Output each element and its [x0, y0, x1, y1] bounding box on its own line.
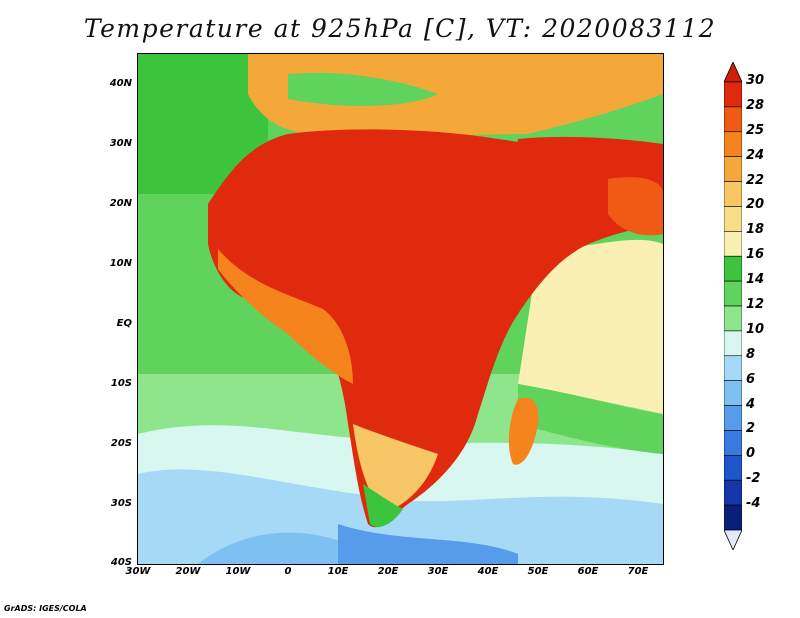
colorbar-level-label: 16: [746, 247, 765, 263]
lat-tick-40s: 40S: [110, 557, 132, 568]
lon-tick-60e: 60E: [577, 566, 599, 577]
colorbar-swatch: [724, 430, 742, 456]
lat-tick-30n: 30N: [109, 138, 132, 149]
colorbar-level-label: 6: [746, 371, 756, 387]
europe-land: [248, 54, 663, 137]
iran-land: [608, 177, 663, 236]
lat-tick-30s: 30S: [110, 498, 132, 509]
lon-tick-30e: 30E: [427, 566, 449, 577]
colorbar-level-label: 0: [746, 446, 756, 462]
south-africa-green: [363, 484, 403, 528]
temperature-map: [137, 53, 664, 565]
lon-tick-0: 0: [284, 566, 292, 577]
colorbar-swatch: [724, 280, 742, 307]
lon-tick-20e: 20E: [377, 566, 399, 577]
colorbar-swatch: [724, 131, 742, 157]
colorbar-swatch: [724, 81, 742, 108]
lat-tick-eq: EQ: [116, 318, 132, 329]
colorbar-level-label: 2: [746, 421, 756, 437]
colorbar: [724, 62, 742, 550]
colorbar-swatch: [724, 255, 742, 282]
lon-tick-70e: 70E: [627, 566, 649, 577]
colorbar-swatch: [724, 330, 742, 357]
colorbar-level-label: 8: [746, 346, 756, 362]
coldest-patch: [338, 524, 518, 564]
mediterranean-sea: [288, 72, 438, 106]
colorbar-swatch: [724, 181, 742, 207]
west-africa-warm: [218, 249, 353, 384]
colorbar-swatch: [724, 405, 742, 431]
colorbar-level-label: 25: [746, 122, 765, 138]
colorbar-level-label: 4: [746, 396, 756, 412]
map-field: [138, 54, 663, 564]
madagascar: [508, 397, 539, 465]
indian-ocean-warm: [518, 239, 663, 414]
indian-ocean-green: [518, 384, 663, 454]
lon-tick-50e: 50E: [527, 566, 549, 577]
colorbar-bottom-arrow: [724, 529, 742, 550]
lat-tick-20n: 20N: [109, 198, 132, 209]
colorbar-level-label: 10: [746, 321, 765, 337]
lon-tick-10e: 10E: [327, 566, 349, 577]
colorbar-swatch: [724, 156, 742, 182]
colder-patch: [198, 532, 378, 564]
colorbar-level-label: 14: [746, 272, 765, 288]
colorbar-swatch: [724, 504, 742, 531]
colorbar-level-label: 12: [746, 297, 765, 312]
colorbar-level-label: -2: [746, 471, 761, 487]
colorbar-level-label: 18: [746, 222, 765, 238]
credit-text: GrADS: IGES/COLA: [4, 604, 87, 613]
colorbar-level-label: 20: [746, 197, 765, 213]
lat-tick-20s: 20S: [110, 438, 132, 449]
colorbar-swatch: [724, 106, 742, 133]
colorbar-level-label: 28: [746, 97, 765, 113]
colorbar-swatch: [724, 206, 742, 232]
lon-tick-20w: 20W: [175, 566, 201, 577]
colorbar-level-label: -4: [746, 496, 761, 512]
lat-tick-10s: 10S: [110, 378, 132, 389]
colorbar-top-arrow: [724, 62, 742, 83]
lon-tick-10w: 10W: [225, 566, 251, 577]
lon-tick-30w: 30W: [125, 566, 151, 577]
lat-tick-10n: 10N: [109, 258, 132, 269]
colorbar-level-label: 22: [746, 172, 765, 188]
colorbar-swatch: [724, 231, 742, 257]
map-title: Temperature at 925hPa [C], VT: 202008311…: [83, 14, 717, 43]
africa-land: [208, 129, 619, 528]
colorbar-swatch: [724, 355, 742, 381]
lon-tick-40e: 40E: [477, 566, 499, 577]
colorbar-swatch: [724, 455, 742, 481]
colorbar-swatch: [724, 380, 742, 406]
colorbar-swatch: [724, 479, 742, 506]
lat-tick-40n: 40N: [109, 78, 132, 89]
colorbar-level-label: 30: [746, 73, 765, 88]
colorbar-swatch: [724, 305, 742, 332]
colorbar-level-label: 24: [746, 147, 765, 163]
